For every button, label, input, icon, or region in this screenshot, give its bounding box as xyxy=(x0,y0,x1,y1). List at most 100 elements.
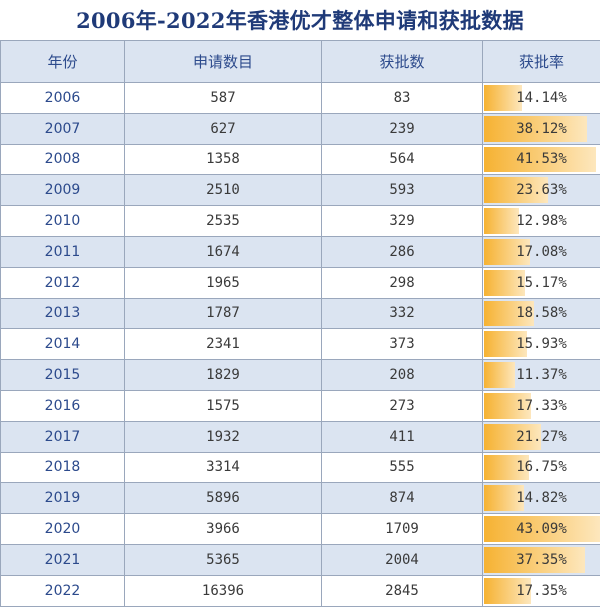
applications-cell: 2341 xyxy=(124,328,322,361)
year-cell: 2013 xyxy=(0,297,125,330)
year-cell: 2014 xyxy=(0,328,125,361)
rate-bar xyxy=(484,577,531,604)
table-row: 2010 2535 329 12.98% xyxy=(0,205,600,237)
rate-label: 15.93% xyxy=(516,336,567,353)
rate-cell: 16.75% xyxy=(482,451,600,484)
rate-label: 14.14% xyxy=(516,89,567,106)
table-row: 2012 1965 298 15.17% xyxy=(0,266,600,299)
year-cell: 2008 xyxy=(0,143,125,176)
rate-label: 21.27% xyxy=(516,428,567,445)
rate-bar xyxy=(484,177,548,204)
approved-cell: 411 xyxy=(321,420,483,453)
approved-cell: 593 xyxy=(321,174,483,207)
applications-cell: 1674 xyxy=(124,235,322,268)
year-cell: 2016 xyxy=(0,389,125,422)
approved-cell: 564 xyxy=(321,143,483,176)
rate-bar xyxy=(484,331,527,358)
rate-label: 12.98% xyxy=(516,213,567,230)
rate-bar xyxy=(484,238,530,265)
approved-cell: 874 xyxy=(321,482,483,515)
approved-cell: 1709 xyxy=(321,513,483,545)
rate-bar xyxy=(484,362,515,388)
year-cell: 2011 xyxy=(0,235,125,268)
year-cell: 2012 xyxy=(0,266,125,299)
applications-cell: 5365 xyxy=(124,543,322,576)
rate-label: 38.12% xyxy=(516,120,567,137)
table-row: 2018 3314 555 16.75% xyxy=(0,451,600,484)
year-cell: 2018 xyxy=(0,451,125,484)
applications-cell: 2510 xyxy=(124,174,322,207)
approved-cell: 298 xyxy=(321,266,483,299)
rate-bar xyxy=(484,115,587,142)
approved-cell: 332 xyxy=(321,297,483,330)
table-row: 2021 5365 2004 37.35% xyxy=(0,543,600,576)
table-row: 2014 2341 373 15.93% xyxy=(0,328,600,361)
applications-cell: 3966 xyxy=(124,513,322,545)
table-row: 2013 1787 332 18.58% xyxy=(0,297,600,330)
rate-bar xyxy=(484,485,524,512)
year-cell: 2006 xyxy=(0,82,125,114)
applications-cell: 16396 xyxy=(124,574,322,607)
rate-label: 41.53% xyxy=(516,151,567,168)
rate-cell: 17.35% xyxy=(482,574,600,607)
rate-label: 43.09% xyxy=(516,521,567,538)
approved-cell: 239 xyxy=(321,112,483,145)
rate-bar xyxy=(484,516,600,542)
year-cell: 2019 xyxy=(0,482,125,515)
rate-cell: 18.58% xyxy=(482,297,600,330)
header-row: 年份 申请数目 获批数 获批率 xyxy=(0,40,600,83)
applications-cell: 627 xyxy=(124,112,322,145)
rate-label: 23.63% xyxy=(516,182,567,199)
year-cell: 2017 xyxy=(0,420,125,453)
rate-cell: 38.12% xyxy=(482,112,600,145)
table-row: 2008 1358 564 41.53% xyxy=(0,143,600,176)
applications-cell: 3314 xyxy=(124,451,322,484)
rate-label: 14.82% xyxy=(516,490,567,507)
column-header-year: 年份 xyxy=(0,40,125,83)
rate-bar xyxy=(484,269,525,296)
approved-cell: 273 xyxy=(321,389,483,422)
rate-bar xyxy=(484,454,530,481)
applications-cell: 1965 xyxy=(124,266,322,299)
year-cell: 2015 xyxy=(0,359,125,391)
rate-label: 15.17% xyxy=(516,274,567,291)
table-row: 2020 3966 1709 43.09% xyxy=(0,513,600,545)
rate-bar xyxy=(484,423,542,450)
year-cell: 2022 xyxy=(0,574,125,607)
column-header-rate: 获批率 xyxy=(482,40,600,83)
applications-cell: 5896 xyxy=(124,482,322,515)
approved-cell: 83 xyxy=(321,82,483,114)
table-row: 2015 1829 208 11.37% xyxy=(0,359,600,391)
applications-cell: 1575 xyxy=(124,389,322,422)
rate-bar xyxy=(484,208,519,234)
rate-cell: 15.93% xyxy=(482,328,600,361)
approved-cell: 555 xyxy=(321,451,483,484)
applications-cell: 1787 xyxy=(124,297,322,330)
approved-cell: 286 xyxy=(321,235,483,268)
approved-cell: 2004 xyxy=(321,543,483,576)
rate-cell: 14.14% xyxy=(482,82,600,114)
rate-cell: 17.33% xyxy=(482,389,600,422)
applications-cell: 1829 xyxy=(124,359,322,391)
rate-bar xyxy=(484,392,531,419)
rate-cell: 15.17% xyxy=(482,266,600,299)
table-body: 2006 587 83 14.14% 2007 627 239 38.12% 2008 1358 5… xyxy=(0,82,600,607)
rate-bar xyxy=(484,300,535,327)
rate-label: 37.35% xyxy=(516,551,567,568)
table-row: 2019 5896 874 14.82% xyxy=(0,482,600,515)
rate-label: 18.58% xyxy=(516,305,567,322)
applications-cell: 1932 xyxy=(124,420,322,453)
rate-cell: 11.37% xyxy=(482,359,600,391)
year-cell: 2020 xyxy=(0,513,125,545)
column-header-applications: 申请数目 xyxy=(124,40,322,83)
column-header-approved: 获批数 xyxy=(321,40,483,83)
rate-label: 17.08% xyxy=(516,243,567,260)
rate-cell: 12.98% xyxy=(482,205,600,237)
table-row: 2017 1932 411 21.27% xyxy=(0,420,600,453)
rate-cell: 17.08% xyxy=(482,235,600,268)
table-row: 2016 1575 273 17.33% xyxy=(0,389,600,422)
approved-cell: 329 xyxy=(321,205,483,237)
approved-cell: 208 xyxy=(321,359,483,391)
table-row: 2007 627 239 38.12% xyxy=(0,112,600,145)
rate-label: 16.75% xyxy=(516,459,567,476)
